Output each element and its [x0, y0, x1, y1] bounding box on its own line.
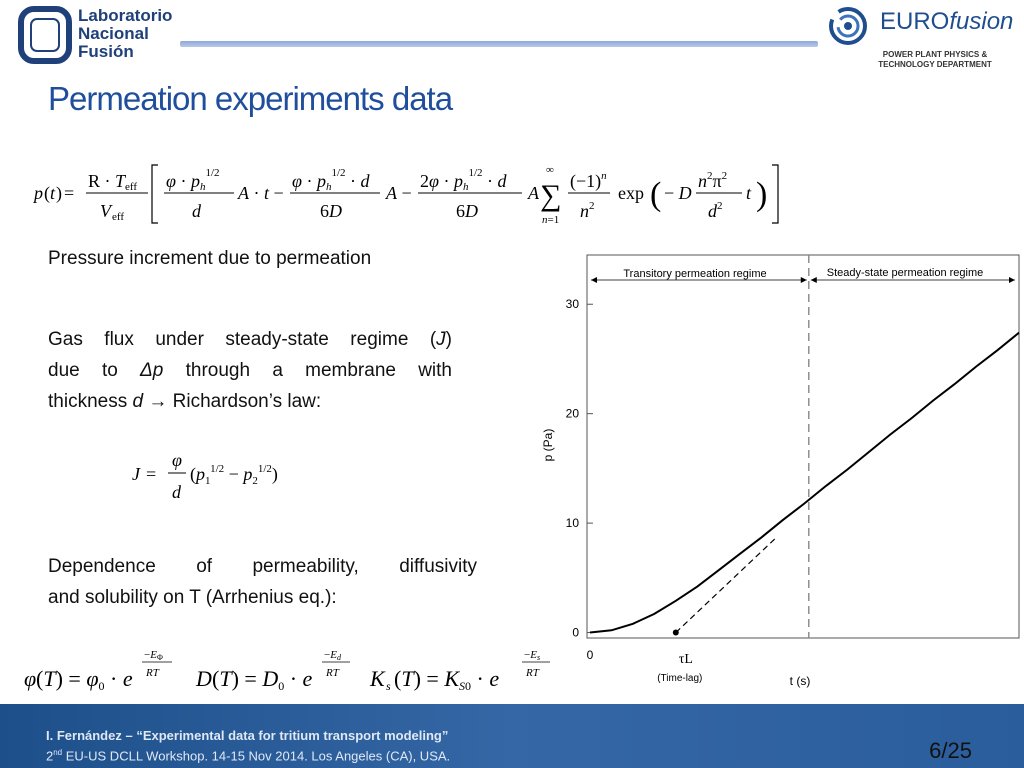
- time-lag-label: τL: [679, 652, 693, 667]
- y-tick-label-20: 20: [566, 407, 580, 421]
- y-axis-label: p (Pa): [541, 429, 555, 462]
- svg-text:RT: RT: [525, 667, 540, 679]
- gas-flux-line-3: thickness d → Richardson’s law:: [48, 391, 322, 412]
- svg-text:=: =: [146, 464, 156, 484]
- dept-line-2: TECHNOLOGY DEPARTMENT: [878, 60, 992, 69]
- svg-text:p: p: [32, 183, 43, 203]
- svg-text:(: (: [44, 183, 50, 204]
- svg-text:n=1: n=1: [542, 214, 559, 226]
- svg-text:−Es: −Es: [524, 649, 540, 662]
- x-axis-label: t (s): [790, 674, 811, 688]
- svg-text:=: =: [64, 183, 74, 203]
- dependence-line-2: and solubility on T (Arrhenius eq.):: [48, 587, 337, 608]
- time-lag-chart: Transitory permeation regime Steady-stat…: [541, 254, 1020, 688]
- svg-text:RT: RT: [145, 667, 160, 679]
- svg-text:R · Teff: R · Teff: [88, 171, 137, 193]
- svg-text:∑: ∑: [540, 179, 561, 212]
- laboratorio-nacional-fusion-logo: Laboratorio Nacional Fusión: [18, 6, 188, 66]
- svg-text:D: D: [195, 666, 212, 691]
- eurofusion-department: POWER PLANT PHYSICS & TECHNOLOGY DEPARTM…: [870, 50, 1000, 70]
- pressure-curve: [589, 331, 1020, 634]
- svg-text:s: s: [386, 679, 391, 693]
- svg-text:d2: d2: [708, 200, 723, 221]
- gas-flux-line-2: due to Δp through a membrane with: [48, 360, 452, 381]
- time-lag-tangent: [675, 536, 778, 633]
- svg-text:t: t: [746, 183, 752, 203]
- svg-text:n2π2: n2π2: [698, 170, 727, 191]
- svg-text:(T) = KS0 · e: (T) = KS0 · e: [394, 666, 499, 693]
- lnf-line-1: Laboratorio: [78, 6, 173, 25]
- y-tick-label-10: 10: [566, 516, 580, 530]
- svg-text:J: J: [132, 464, 141, 484]
- slide-title: Permeation experiments data: [48, 80, 453, 117]
- footer-bar: I. Fernández – “Experimental data for tr…: [0, 704, 1024, 768]
- svg-text:−Ed: −Ed: [324, 649, 342, 662]
- transitory-arrow-left-head: [591, 277, 597, 283]
- right-arrow-icon: →: [148, 391, 168, 412]
- svg-text:6D: 6D: [456, 201, 478, 221]
- eurofusion-swirl-icon: [829, 7, 867, 45]
- svg-text:φ: φ: [24, 666, 36, 691]
- time-lag-point: [672, 629, 679, 636]
- dependence-line-1: Dependence of permeability, diffusivity: [48, 556, 477, 577]
- svg-text:−EΦ: −EΦ: [144, 649, 163, 662]
- arrhenius-formulas: φ (T) = φ0 · e −EΦ RT D (T) = D0 · e −Ed R…: [24, 649, 550, 693]
- gas-flux-paragraph: Gas flux under steady-state regime (J) d…: [48, 324, 452, 417]
- page-number: 6/25: [929, 738, 972, 763]
- svg-text:∞: ∞: [546, 164, 554, 176]
- dependence-paragraph: Dependence of permeability, diffusivity …: [48, 551, 477, 613]
- x-tick-label-0: 0: [587, 648, 594, 662]
- y-axis-ticks: 0 10 20 30: [566, 297, 593, 640]
- svg-text:φ · ph1/2 · d: φ · ph1/2 · d: [292, 167, 371, 193]
- svg-text:A −: A −: [385, 183, 412, 203]
- svg-text:t: t: [50, 183, 56, 203]
- steady-arrow-left-head: [810, 277, 817, 283]
- region-arrows: [591, 277, 1015, 283]
- svg-text:n2: n2: [580, 200, 595, 221]
- plot-area-frame: [586, 254, 1020, 639]
- svg-text:RT: RT: [325, 667, 340, 679]
- region-label-transitory: Transitory permeation regime: [623, 268, 766, 280]
- header-rule: [180, 41, 818, 47]
- svg-text:exp: exp: [618, 183, 644, 203]
- gas-flux-line-1: Gas flux under steady-state regime (J): [48, 329, 452, 350]
- eurofusion-logo: EUROfusion POWER PLANT PHYSICS & TECHNOL…: [826, 4, 1016, 70]
- steady-arrow-right-head: [1009, 277, 1015, 283]
- lnf-emblem-icon: [18, 6, 72, 64]
- lnf-line-2: Nacional: [78, 24, 149, 43]
- svg-text:(p11/2 − p21/2): (p11/2 − p21/2): [190, 463, 278, 487]
- richardson-law-formula: J = φ d (p11/2 − p21/2): [132, 450, 278, 502]
- svg-text:(−1)n: (−1)n: [570, 170, 607, 192]
- dept-line-1: POWER PLANT PHYSICS &: [882, 50, 988, 59]
- svg-text:− D: − D: [664, 183, 692, 203]
- svg-text:(T) = φ0 · e: (T) = φ0 · e: [36, 666, 133, 693]
- svg-text:2φ · ph1/2 · d: 2φ · ph1/2 · d: [420, 167, 508, 193]
- svg-text:φ · ph1/2: φ · ph1/2: [166, 167, 220, 193]
- svg-text:): ): [756, 176, 767, 213]
- footer-workshop: 2nd EU-US DCLL Workshop. 14-15 Nov 2014.…: [46, 748, 451, 764]
- svg-text:6D: 6D: [320, 201, 342, 221]
- y-tick-label-0: 0: [572, 626, 579, 640]
- svg-text:K: K: [369, 666, 386, 691]
- svg-text:eff: eff: [112, 211, 124, 223]
- svg-text:d: d: [172, 482, 182, 502]
- svg-text:φ: φ: [172, 450, 182, 470]
- region-label-steady-state: Steady-state permeation regime: [827, 267, 984, 279]
- svg-text:A · t −: A · t −: [237, 183, 284, 203]
- svg-text:V: V: [100, 201, 113, 221]
- svg-text:A: A: [527, 183, 540, 203]
- lnf-line-3: Fusión: [78, 42, 134, 61]
- svg-text:d: d: [192, 201, 202, 221]
- footer-citation: I. Fernández – “Experimental data for tr…: [46, 728, 449, 743]
- svg-text:): ): [56, 183, 62, 204]
- lnf-logo-text: Laboratorio Nacional Fusión: [78, 7, 172, 61]
- svg-text:(T) = D0 · e: (T) = D0 · e: [212, 666, 313, 693]
- pressure-increment-text: Pressure increment due to permeation: [48, 248, 372, 269]
- transitory-arrow-right-head: [800, 277, 807, 283]
- svg-text:(: (: [650, 176, 661, 213]
- time-lag-sublabel: (Time-lag): [657, 673, 702, 684]
- y-tick-label-30: 30: [566, 297, 580, 311]
- eurofusion-wordmark: EUROfusion: [880, 8, 1014, 35]
